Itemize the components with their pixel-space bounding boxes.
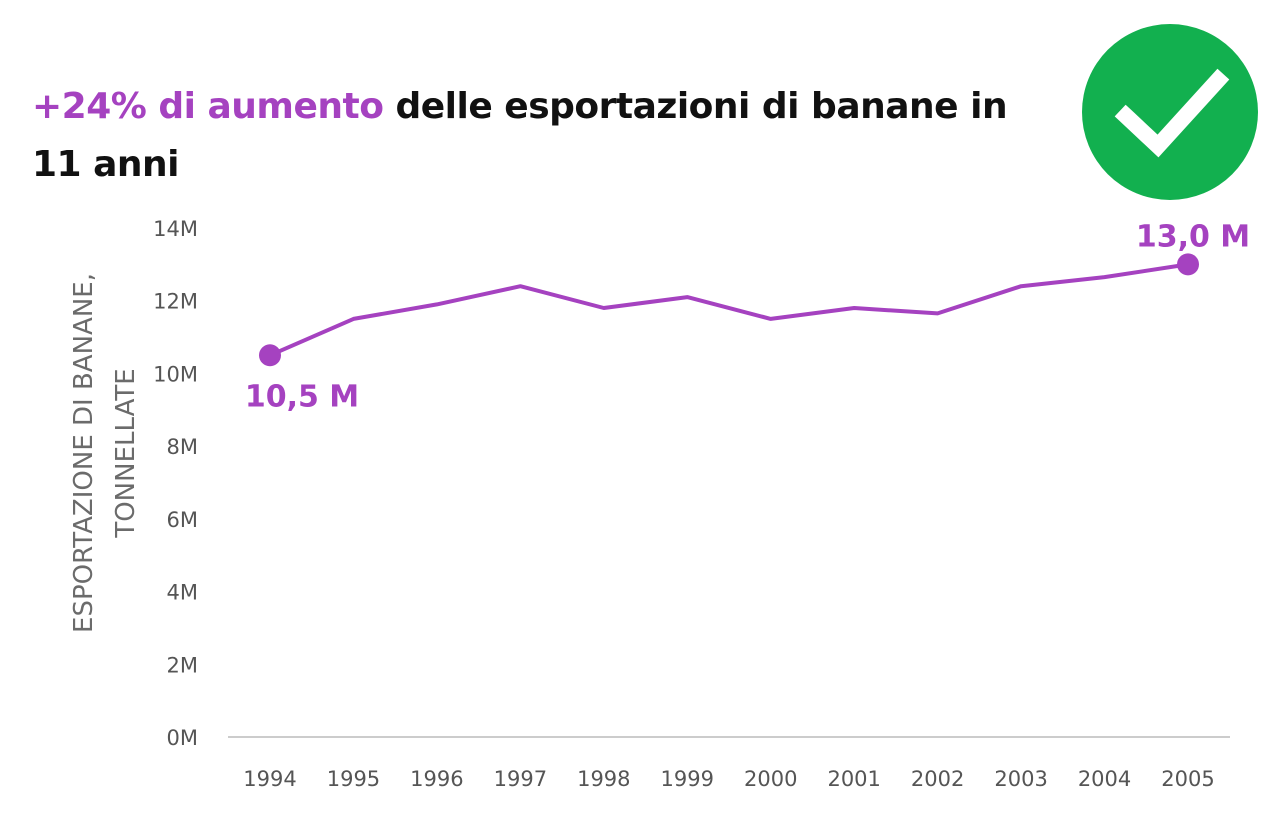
title-rest: delle esportazioni di banane in 11 anni [32,86,1008,185]
checkmark-badge [1082,24,1258,200]
y-tick-label: 2M [167,653,198,677]
x-tick-labels: 1994 1995 1996 1997 1998 1999 2000 2001 2002 2003… [243,767,1214,791]
title-highlight: +24% di aumento [32,86,384,127]
x-tick-label: 1996 [410,767,463,791]
x-tick-label: 2001 [827,767,880,791]
x-tick-label: 1995 [327,767,380,791]
series-line [269,262,1189,358]
y-tick-label: 6M [167,508,198,532]
x-tick-label: 1999 [661,767,714,791]
data-point [1177,253,1199,276]
y-tick-labels: 0M 2M 4M 6M 8M 10M 12M 14M [153,217,198,750]
y-tick-label: 10M [153,362,198,386]
x-tick-label: 2004 [1078,767,1131,791]
chart-title: +24% di aumento delle esportazioni di ba… [32,78,1042,194]
x-tick-label: 1998 [577,767,630,791]
x-tick-label: 2000 [744,767,797,791]
x-tick-label: 1997 [494,767,547,791]
data-label: 10,5 M [245,379,359,414]
x-tick-label: 2003 [994,767,1047,791]
y-tick-label: 12M [153,290,198,314]
y-tick-label: 4M [167,581,198,605]
x-tick-label: 2002 [911,767,964,791]
y-axis-label: ESPORTAZIONE DI BANANE, TONNELLATE [69,273,141,633]
x-tick-label: 2005 [1161,767,1214,791]
badge-circle [1082,24,1258,200]
y-tick-label: 14M [153,217,198,241]
y-tick-label: 8M [167,435,198,459]
x-tick-label: 1994 [243,767,296,791]
y-axis-label-line: TONNELLATE [111,368,141,538]
data-label: 13,0 M [1136,219,1250,254]
data-points [259,253,1199,367]
y-axis-label-line: ESPORTAZIONE DI BANANE, [69,273,99,633]
y-tick-label: 0M [167,726,198,750]
checkmark-icon [1114,68,1230,158]
data-point [259,344,281,367]
data-labels: 10,5 M 13,0 M [245,219,1250,414]
